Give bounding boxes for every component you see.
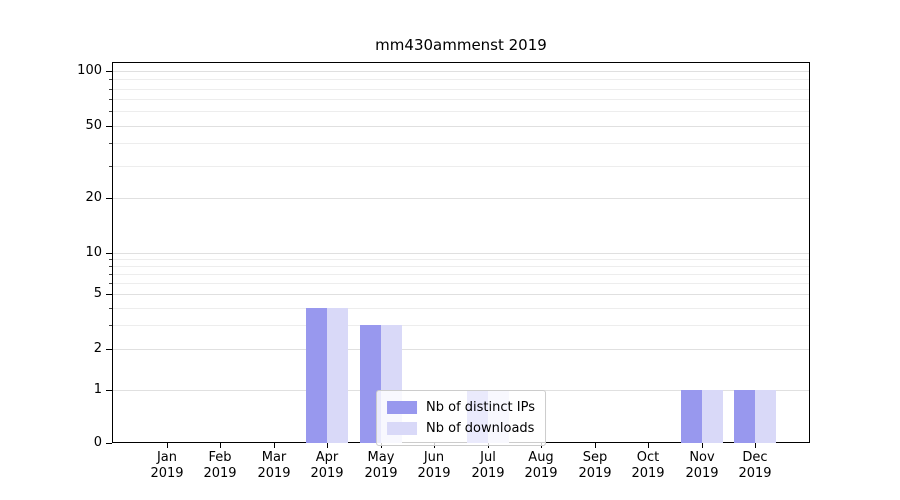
y-tick-label: 2 [93, 341, 102, 356]
gridline-minor [113, 259, 809, 260]
bar [327, 308, 348, 443]
y-minor-tick [109, 166, 112, 167]
gridline-major [113, 294, 809, 295]
x-tick-label: May 2019 [364, 450, 398, 481]
x-tick-label: Nov 2019 [685, 450, 719, 481]
x-tick-label: Mar 2019 [257, 450, 291, 481]
bar [702, 390, 723, 443]
gridline-minor [113, 325, 809, 326]
y-tick-label: 100 [77, 63, 102, 78]
y-tick [106, 253, 112, 254]
y-tick-label: 10 [85, 245, 102, 260]
y-tick-label: 20 [85, 190, 102, 205]
gridline-minor [113, 143, 809, 144]
gridline-major [113, 71, 809, 72]
bar [306, 308, 327, 443]
bar [681, 390, 702, 443]
legend-label: Nb of downloads [426, 421, 535, 436]
x-tick [327, 443, 328, 448]
gridline-major [113, 253, 809, 254]
y-minor-tick [109, 99, 112, 100]
legend-entry: Nb of downloads [387, 418, 535, 439]
y-minor-tick [109, 259, 112, 260]
chart-title: mm430ammenst 2019 [375, 36, 547, 54]
y-minor-tick [109, 308, 112, 309]
bar [755, 390, 776, 443]
y-tick [106, 294, 112, 295]
gridline-minor [113, 266, 809, 267]
x-tick-label: Dec 2019 [738, 450, 772, 481]
x-tick-label: Feb 2019 [203, 450, 237, 481]
gridline-minor [113, 111, 809, 112]
legend-entry: Nb of distinct IPs [387, 397, 535, 418]
legend-label: Nb of distinct IPs [426, 400, 535, 415]
y-minor-tick [109, 89, 112, 90]
gridline-minor [113, 274, 809, 275]
y-tick [106, 126, 112, 127]
legend-swatch [387, 401, 418, 414]
x-tick [595, 443, 596, 448]
x-tick [274, 443, 275, 448]
gridline-major [113, 349, 809, 350]
x-tick-label: Aug 2019 [524, 450, 558, 481]
y-tick-label: 50 [85, 118, 102, 133]
gridline-minor [113, 99, 809, 100]
gridline-minor [113, 79, 809, 80]
x-tick [220, 443, 221, 448]
x-tick-label: Sep 2019 [578, 450, 612, 481]
x-tick [648, 443, 649, 448]
y-minor-tick [109, 266, 112, 267]
gridline-minor [113, 166, 809, 167]
x-tick-label: Apr 2019 [310, 450, 344, 481]
y-tick [106, 390, 112, 391]
gridline-major [113, 198, 809, 199]
bar [360, 325, 381, 443]
y-tick-label: 5 [93, 286, 102, 301]
y-tick [106, 443, 112, 444]
gridline-minor [113, 89, 809, 90]
x-tick [755, 443, 756, 448]
x-tick-label: Jul 2019 [471, 450, 505, 481]
y-minor-tick [109, 283, 112, 284]
y-minor-tick [109, 111, 112, 112]
y-minor-tick [109, 79, 112, 80]
x-tick-label: Jan 2019 [150, 450, 184, 481]
x-tick-label: Oct 2019 [631, 450, 665, 481]
y-tick [106, 71, 112, 72]
x-tick [702, 443, 703, 448]
legend: Nb of distinct IPs Nb of downloads [376, 390, 546, 446]
y-tick-label: 0 [93, 435, 102, 450]
gridline-minor [113, 308, 809, 309]
gridline-major [113, 126, 809, 127]
x-tick [167, 443, 168, 448]
y-minor-tick [109, 325, 112, 326]
y-minor-tick [109, 274, 112, 275]
x-tick-label: Jun 2019 [417, 450, 451, 481]
y-tick-label: 1 [93, 382, 102, 397]
y-tick [106, 198, 112, 199]
gridline-minor [113, 283, 809, 284]
y-tick [106, 349, 112, 350]
legend-swatch [387, 422, 418, 435]
y-minor-tick [109, 143, 112, 144]
bar [734, 390, 755, 443]
